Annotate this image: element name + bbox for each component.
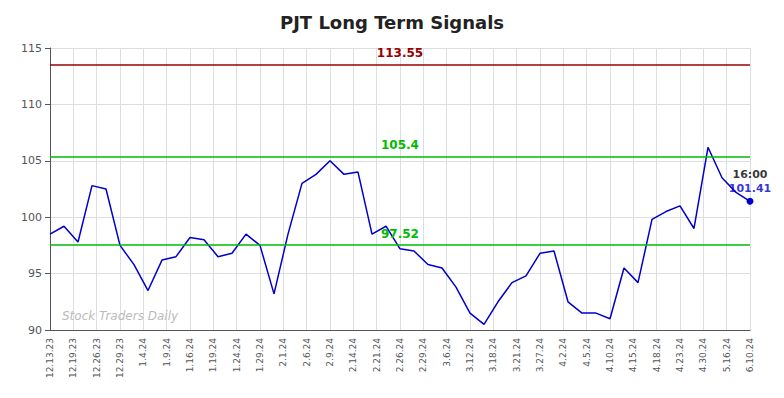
- svg-text:3.18.24: 3.18.24: [488, 338, 498, 373]
- svg-text:Stock Traders Daily: Stock Traders Daily: [62, 309, 179, 323]
- svg-text:6.10.24: 6.10.24: [745, 338, 755, 373]
- svg-text:2.29.24: 2.29.24: [418, 338, 428, 373]
- svg-text:4.23.24: 4.23.24: [675, 338, 685, 373]
- svg-text:3.6.24: 3.6.24: [442, 338, 452, 367]
- svg-text:1.16.24: 1.16.24: [185, 338, 195, 373]
- svg-text:3.21.24: 3.21.24: [512, 338, 522, 373]
- svg-text:4.15.24: 4.15.24: [628, 338, 638, 373]
- svg-text:12.29.23: 12.29.23: [115, 338, 125, 378]
- svg-text:1.24.24: 1.24.24: [232, 338, 242, 373]
- svg-text:105: 105: [21, 154, 42, 167]
- svg-text:105.4: 105.4: [381, 138, 419, 152]
- svg-text:1.9.24: 1.9.24: [162, 338, 172, 367]
- svg-text:1.4.24: 1.4.24: [138, 338, 148, 367]
- svg-text:110: 110: [21, 98, 42, 111]
- svg-text:2.6.24: 2.6.24: [302, 338, 312, 367]
- svg-text:4.2.24: 4.2.24: [558, 338, 568, 367]
- svg-text:PJT Long Term Signals: PJT Long Term Signals: [280, 12, 504, 33]
- svg-text:4.30.24: 4.30.24: [698, 338, 708, 373]
- svg-text:101.41: 101.41: [729, 182, 771, 195]
- svg-text:2.1.24: 2.1.24: [278, 338, 288, 367]
- svg-text:2.9.24: 2.9.24: [325, 338, 335, 367]
- svg-text:2.21.24: 2.21.24: [372, 338, 382, 373]
- svg-text:16:00: 16:00: [732, 168, 767, 181]
- svg-text:12.26.23: 12.26.23: [92, 338, 102, 378]
- svg-text:3.12.24: 3.12.24: [465, 338, 475, 373]
- svg-text:97.52: 97.52: [381, 227, 419, 241]
- svg-text:4.5.24: 4.5.24: [582, 338, 592, 367]
- svg-text:100: 100: [21, 211, 42, 224]
- svg-text:1.29.24: 1.29.24: [255, 338, 265, 373]
- svg-text:12.13.23: 12.13.23: [45, 338, 55, 378]
- svg-text:4.10.24: 4.10.24: [605, 338, 615, 373]
- svg-text:95: 95: [28, 267, 42, 280]
- svg-text:12.19.23: 12.19.23: [68, 338, 78, 378]
- svg-text:2.14.24: 2.14.24: [348, 338, 358, 373]
- svg-text:113.55: 113.55: [377, 46, 423, 60]
- svg-text:1.19.24: 1.19.24: [208, 338, 218, 373]
- svg-text:4.18.24: 4.18.24: [652, 338, 662, 373]
- svg-text:90: 90: [28, 324, 42, 337]
- svg-text:3.27.24: 3.27.24: [535, 338, 545, 373]
- svg-text:5.16.24: 5.16.24: [722, 338, 732, 373]
- svg-text:2.26.24: 2.26.24: [395, 338, 405, 373]
- svg-text:115: 115: [21, 42, 42, 55]
